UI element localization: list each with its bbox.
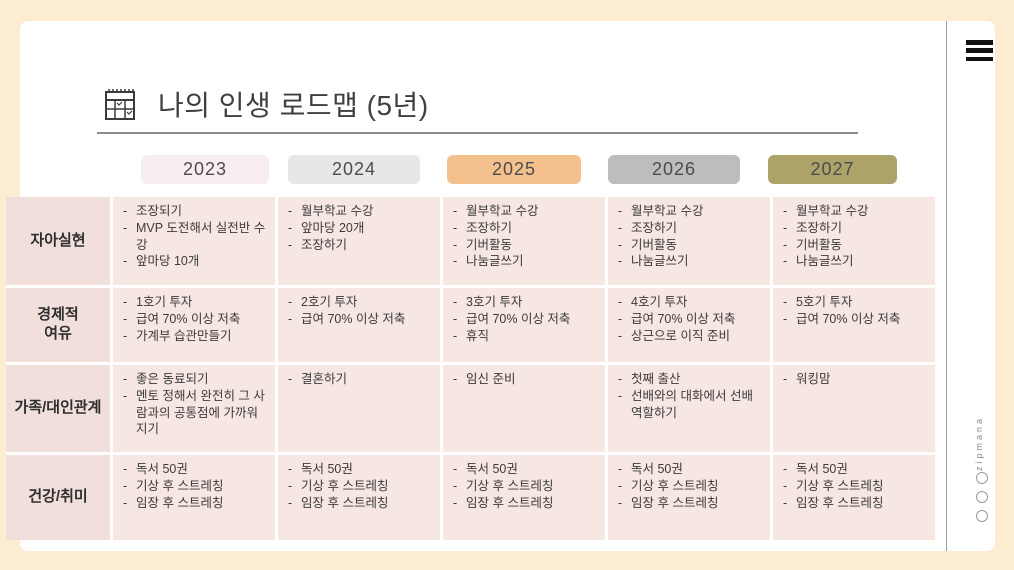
table-cell: 4호기 투자급여 70% 이상 저축상근으로 이직 준비	[608, 288, 770, 362]
list-item: 워킹맘	[783, 371, 929, 388]
list-item: 기상 후 스트레칭	[453, 478, 599, 495]
title-underline	[97, 132, 858, 134]
year-pill-2025: 2025	[447, 155, 581, 184]
row-header: 경제적 여유	[6, 288, 110, 362]
table-cell: 3호기 투자급여 70% 이상 저축휴직	[443, 288, 605, 362]
list-item: 기상 후 스트레칭	[783, 478, 929, 495]
list-item: 독서 50권	[453, 461, 599, 478]
sidebar-divider	[946, 21, 947, 551]
list-item: 나눔글쓰기	[783, 253, 929, 270]
list-item: 독서 50권	[783, 461, 929, 478]
year-pill-2024: 2024	[288, 155, 420, 184]
table-cell: 독서 50권기상 후 스트레칭임장 후 스트레칭	[443, 455, 605, 540]
table-cell: 월부학교 수강조장하기기버활동나눔글쓰기	[443, 197, 605, 285]
list-item: 기버활동	[453, 237, 599, 254]
list-item: 좋은 동료되기	[123, 371, 269, 388]
nav-dot[interactable]	[976, 491, 988, 503]
table-cell: 월부학교 수강앞마당 20개조장하기	[278, 197, 440, 285]
list-item: 급여 70% 이상 저축	[123, 311, 269, 328]
list-item: 월부학교 수강	[783, 203, 929, 220]
list-item: 상근으로 이직 준비	[618, 328, 764, 345]
list-item: 첫째 출산	[618, 371, 764, 388]
hamburger-bar	[966, 40, 993, 45]
table-cell: 1호기 투자급여 70% 이상 저축가계부 습관만들기	[113, 288, 275, 362]
list-item: 독서 50권	[618, 461, 764, 478]
list-item: 결혼하기	[288, 371, 434, 388]
title-row: 나의 인생 로드맵 (5년)	[104, 84, 429, 124]
year-pill-2027: 2027	[768, 155, 897, 184]
list-item: 임신 준비	[453, 371, 599, 388]
row-header: 자아실현	[6, 197, 110, 285]
list-item: 월부학교 수강	[288, 203, 434, 220]
table-cell: 월부학교 수강조장하기기버활동나눔글쓰기	[773, 197, 935, 285]
list-item: 멘토 정해서 완전히 그 사람과의 공통점에 가까워지기	[123, 388, 269, 438]
table-cell: 독서 50권기상 후 스트레칭임장 후 스트레칭	[608, 455, 770, 540]
list-item: 기버활동	[783, 237, 929, 254]
list-item: 휴직	[453, 328, 599, 345]
year-pill-2026: 2026	[608, 155, 740, 184]
slide-nav-dots	[976, 472, 988, 522]
list-item: 독서 50권	[288, 461, 434, 478]
list-item: 앞마당 20개	[288, 220, 434, 237]
list-item: 조장하기	[618, 220, 764, 237]
page-title: 나의 인생 로드맵 (5년)	[158, 90, 429, 121]
list-item: 4호기 투자	[618, 294, 764, 311]
list-item: 기버활동	[618, 237, 764, 254]
year-pill-2023: 2023	[141, 155, 269, 184]
table-cell: 첫째 출산선배와의 대화에서 선배역할하기	[608, 365, 770, 452]
list-item: 임장 후 스트레칭	[123, 495, 269, 512]
list-item: 앞마당 10개	[123, 253, 269, 270]
list-item: 월부학교 수강	[453, 203, 599, 220]
list-item: 월부학교 수강	[618, 203, 764, 220]
list-item: 조장되기	[123, 203, 269, 220]
list-item: 선배와의 대화에서 선배역할하기	[618, 388, 764, 422]
list-item: 기상 후 스트레칭	[123, 478, 269, 495]
list-item: 1호기 투자	[123, 294, 269, 311]
row-header: 건강/취미	[6, 455, 110, 540]
roadmap-table: 자아실현조장되기MVP 도전해서 실전반 수강앞마당 10개월부학교 수강앞마당…	[6, 197, 935, 540]
nav-dot[interactable]	[976, 510, 988, 522]
list-item: 나눔글쓰기	[618, 253, 764, 270]
nav-dot[interactable]	[976, 472, 988, 484]
list-item: 3호기 투자	[453, 294, 599, 311]
list-item: 조장하기	[288, 237, 434, 254]
hamburger-bar	[966, 48, 993, 53]
list-item: 임장 후 스트레칭	[288, 495, 434, 512]
watermark-text: zipmana	[974, 415, 984, 471]
table-cell: 월부학교 수강조장하기기버활동나눔글쓰기	[608, 197, 770, 285]
list-item: 2호기 투자	[288, 294, 434, 311]
list-item: 가계부 습관만들기	[123, 328, 269, 345]
table-cell: 임신 준비	[443, 365, 605, 452]
hamburger-menu-button[interactable]	[966, 40, 993, 61]
table-cell: 5호기 투자급여 70% 이상 저축	[773, 288, 935, 362]
list-item: 급여 70% 이상 저축	[453, 311, 599, 328]
table-cell: 독서 50권기상 후 스트레칭임장 후 스트레칭	[113, 455, 275, 540]
list-item: 급여 70% 이상 저축	[288, 311, 434, 328]
list-item: 독서 50권	[123, 461, 269, 478]
table-cell: 독서 50권기상 후 스트레칭임장 후 스트레칭	[278, 455, 440, 540]
list-item: 임장 후 스트레칭	[453, 495, 599, 512]
table-cell: 좋은 동료되기멘토 정해서 완전히 그 사람과의 공통점에 가까워지기	[113, 365, 275, 452]
table-cell: 조장되기MVP 도전해서 실전반 수강앞마당 10개	[113, 197, 275, 285]
list-item: 급여 70% 이상 저축	[618, 311, 764, 328]
list-item: 기상 후 스트레칭	[618, 478, 764, 495]
list-item: 급여 70% 이상 저축	[783, 311, 929, 328]
table-cell: 결혼하기	[278, 365, 440, 452]
list-item: MVP 도전해서 실전반 수강	[123, 220, 269, 254]
list-item: 나눔글쓰기	[453, 253, 599, 270]
list-item: 기상 후 스트레칭	[288, 478, 434, 495]
table-cell: 2호기 투자급여 70% 이상 저축	[278, 288, 440, 362]
list-item: 임장 후 스트레칭	[783, 495, 929, 512]
row-header: 가족/대인관계	[6, 365, 110, 452]
list-item: 임장 후 스트레칭	[618, 495, 764, 512]
table-cell: 독서 50권기상 후 스트레칭임장 후 스트레칭	[773, 455, 935, 540]
hamburger-bar	[966, 56, 993, 61]
list-item: 조장하기	[783, 220, 929, 237]
list-item: 조장하기	[453, 220, 599, 237]
list-item: 5호기 투자	[783, 294, 929, 311]
calendar-icon	[105, 89, 135, 120]
table-cell: 워킹맘	[773, 365, 935, 452]
